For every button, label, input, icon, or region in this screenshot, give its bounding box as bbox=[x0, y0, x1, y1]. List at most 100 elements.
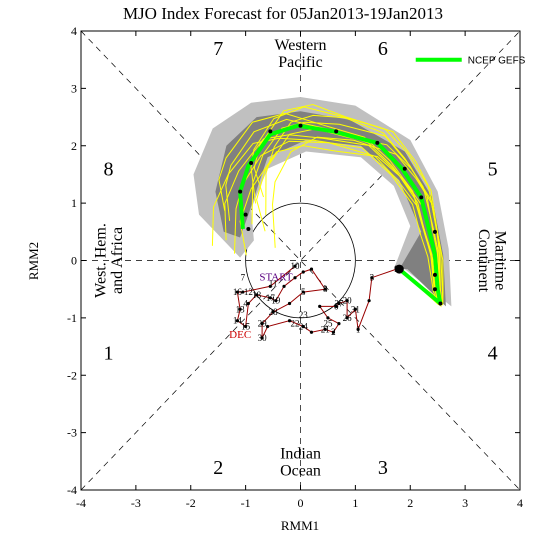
observed-day-label: 18 bbox=[252, 290, 262, 300]
legend-label: NCEP GEFS bbox=[468, 56, 526, 67]
observed-point bbox=[337, 322, 341, 326]
observed-day-label: 27 bbox=[334, 299, 344, 309]
forecast-day-marker bbox=[249, 160, 254, 165]
y-tick-label: 4 bbox=[71, 24, 77, 38]
phase-label-3: 3 bbox=[378, 457, 388, 479]
x-axis-label: RMM1 bbox=[281, 518, 319, 533]
start-point-marker bbox=[394, 264, 404, 274]
observed-day-label: 15 bbox=[241, 321, 251, 331]
observed-point bbox=[268, 284, 272, 288]
observed-point bbox=[309, 267, 314, 271]
observed-point bbox=[326, 316, 330, 320]
observed-day-label: 30 bbox=[258, 333, 268, 343]
x-tick-label: -2 bbox=[186, 496, 196, 510]
observed-day-label: 6 bbox=[334, 301, 339, 311]
x-tick-label: 3 bbox=[462, 496, 468, 510]
chart-title: MJO Index Forecast for 05Jan2013-19Jan20… bbox=[123, 4, 443, 23]
observed-day-label: 12 bbox=[244, 287, 253, 297]
observed-day-label: 17 bbox=[266, 293, 276, 303]
ensemble-member-line bbox=[265, 114, 444, 304]
forecast-day-marker bbox=[432, 229, 437, 234]
observed-point bbox=[287, 301, 292, 306]
observed-point bbox=[301, 270, 305, 274]
observed-day-label: 3 bbox=[370, 273, 375, 283]
phase-label-5: 5 bbox=[488, 159, 498, 181]
region-left-line1: West. Hem. bbox=[93, 223, 110, 298]
region-right-line1: Maritime bbox=[491, 231, 508, 291]
unit-circle bbox=[245, 202, 356, 319]
y-tick-label: 3 bbox=[71, 81, 77, 95]
observed-point bbox=[323, 287, 327, 291]
forecast-day-marker bbox=[243, 212, 248, 217]
observed-day-label: 1 bbox=[356, 324, 361, 334]
observed-point bbox=[345, 299, 349, 303]
observed-point bbox=[255, 293, 259, 297]
forecast-day-marker bbox=[375, 140, 380, 145]
observed-day-label: 8 bbox=[323, 284, 328, 294]
observed-point bbox=[370, 276, 374, 280]
region-left-line2: and Africa bbox=[109, 227, 126, 294]
divider-diagonal-1 bbox=[80, 30, 521, 491]
observed-point bbox=[241, 290, 245, 294]
y-tick-label: -3 bbox=[67, 426, 77, 440]
y-tick-label: 2 bbox=[71, 139, 77, 153]
observed-day-label: 26 bbox=[343, 313, 353, 323]
region-right-line2: Continent bbox=[475, 229, 492, 293]
observed-day-label: 21 bbox=[321, 324, 330, 334]
mean-forecast-line bbox=[238, 123, 443, 306]
y-tick-label: -2 bbox=[67, 368, 77, 382]
phase-label-8: 8 bbox=[103, 159, 113, 181]
y-axis-label: RMM2 bbox=[26, 242, 41, 280]
observed-day-label: 19 bbox=[271, 296, 281, 306]
observed-point bbox=[235, 319, 239, 323]
observed-day-label: 16 bbox=[233, 287, 243, 297]
observed-point bbox=[244, 324, 248, 329]
observed-point bbox=[246, 301, 250, 306]
observed-point bbox=[274, 299, 278, 303]
observed-day-label: 22 bbox=[291, 319, 300, 329]
observed-point bbox=[260, 322, 264, 326]
y-tick-label: -4 bbox=[67, 483, 77, 497]
observed-point bbox=[367, 299, 371, 303]
observed-point bbox=[293, 276, 297, 280]
observed-point bbox=[238, 307, 242, 311]
observed-point bbox=[271, 310, 275, 314]
forecast-day-marker bbox=[246, 226, 251, 231]
observed-day-label: 24 bbox=[299, 321, 309, 331]
forecast-day-marker bbox=[402, 166, 407, 171]
x-tick-label: 2 bbox=[407, 496, 413, 510]
observed-day-label: 4 bbox=[243, 299, 248, 309]
observed-point bbox=[318, 304, 322, 308]
forecast-day-marker bbox=[419, 195, 424, 200]
x-tick-label: -1 bbox=[241, 496, 251, 510]
ensemble-member-line bbox=[218, 112, 440, 304]
observed-day-label: 23 bbox=[299, 310, 309, 320]
observed-day-label: 14 bbox=[233, 316, 243, 326]
observed-point bbox=[353, 307, 357, 311]
observed-point bbox=[282, 284, 286, 288]
observed-point bbox=[260, 336, 264, 340]
x-tick-label: 4 bbox=[517, 496, 523, 510]
phase-label-4: 4 bbox=[488, 342, 498, 364]
x-tick-label: 1 bbox=[352, 496, 358, 510]
observed-point bbox=[334, 304, 338, 308]
y-tick-label: -1 bbox=[67, 311, 77, 325]
phase-label-2: 2 bbox=[213, 457, 223, 479]
divider-diagonal-2 bbox=[80, 30, 521, 491]
observed-point bbox=[323, 327, 327, 331]
observed-day-label: 31 bbox=[351, 304, 360, 314]
x-tick-label: 0 bbox=[298, 496, 304, 510]
ensemble-member-line bbox=[225, 118, 440, 305]
region-bottom-line1: Indian bbox=[280, 445, 321, 462]
observed-day-label: 11 bbox=[269, 278, 278, 288]
region-bottom-line2: Ocean bbox=[280, 463, 321, 480]
observed-day-label: 5 bbox=[301, 287, 306, 297]
x-tick-label: -3 bbox=[131, 496, 141, 510]
ensemble-member-line bbox=[271, 136, 444, 306]
forecast-day-marker bbox=[238, 189, 243, 194]
region-top-line2: Pacific bbox=[278, 54, 322, 71]
ensemble-member-line bbox=[250, 106, 442, 303]
observed-point bbox=[268, 296, 272, 300]
